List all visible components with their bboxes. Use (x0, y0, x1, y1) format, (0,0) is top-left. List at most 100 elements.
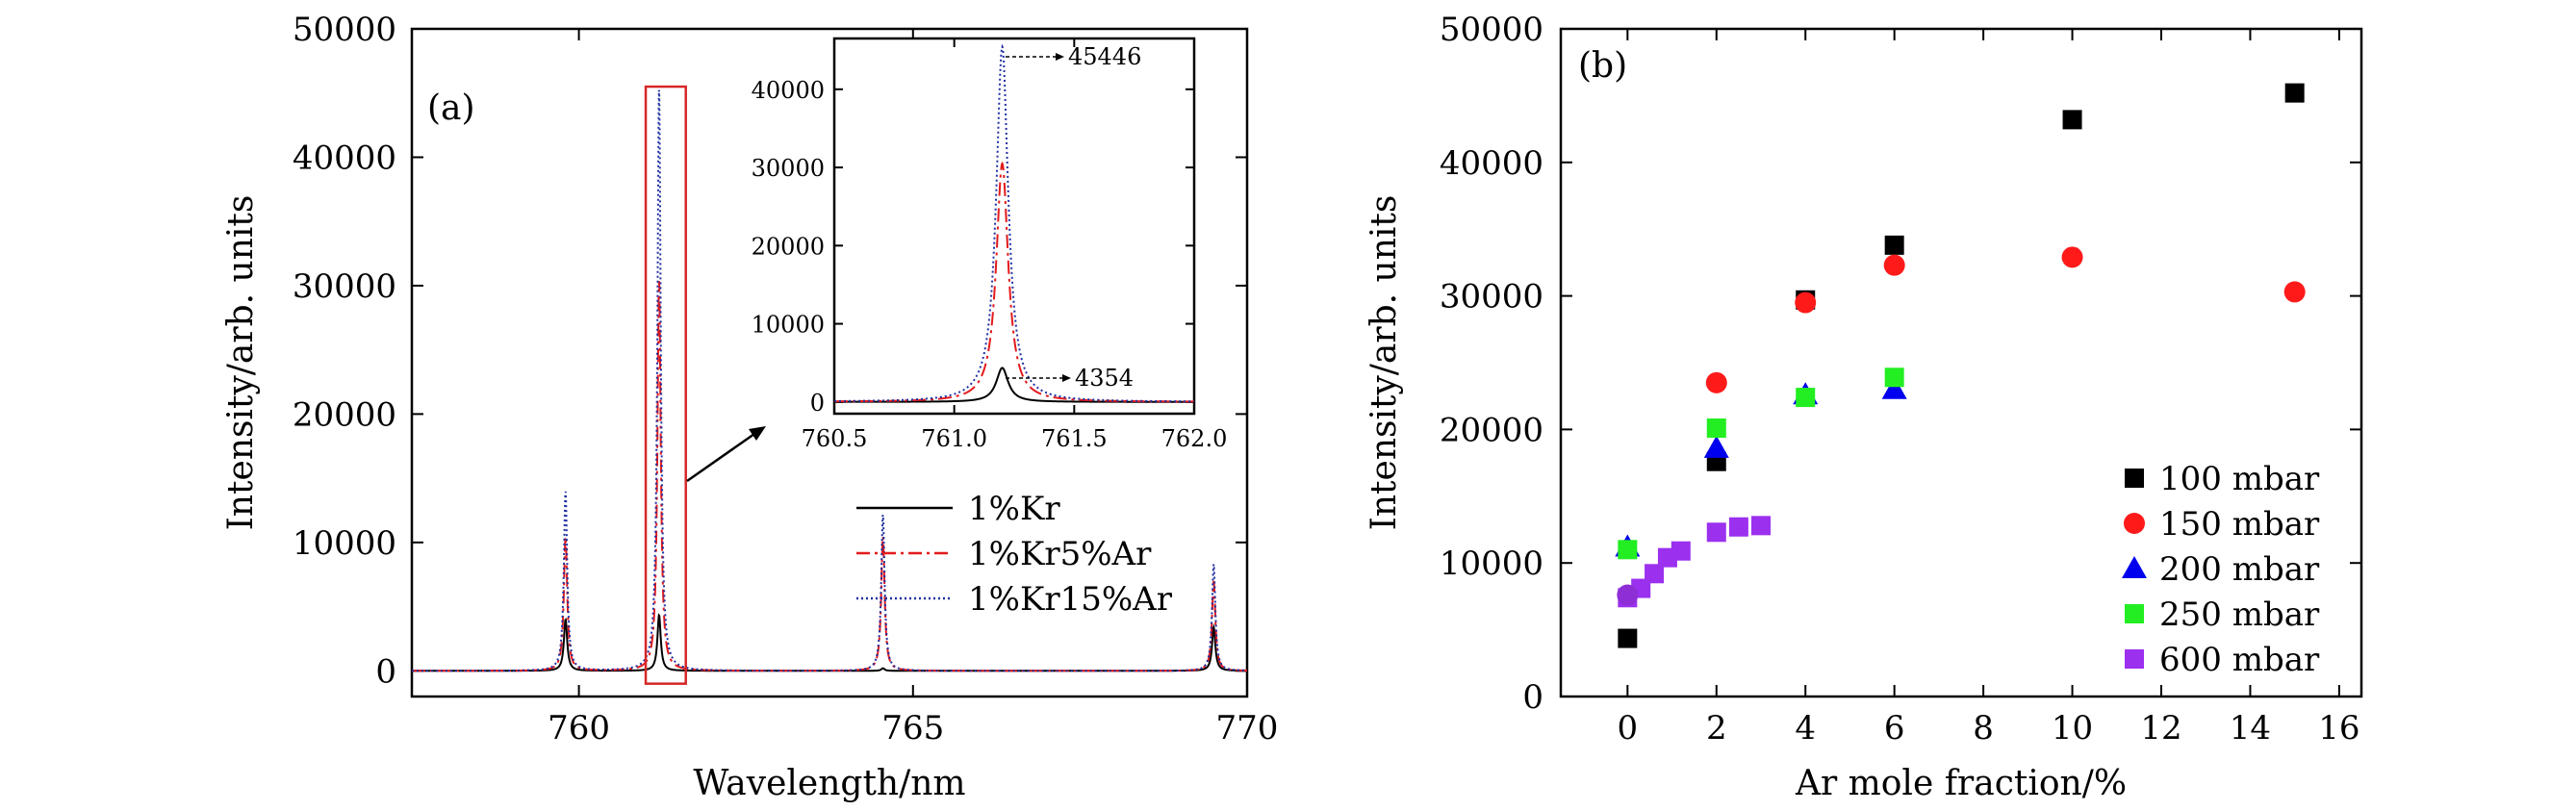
spectrum-line (834, 161, 1195, 403)
panel-b-x-axis-title: Ar mole fraction/% (1795, 764, 2127, 803)
data-point (1618, 628, 1638, 648)
x-tick-label: 8 (1973, 709, 1994, 748)
spectrum-line (412, 89, 1248, 672)
legend-label: 1%Kr5%Ar (968, 535, 1152, 573)
legend-marker (2125, 469, 2144, 488)
x-tick-label: 761.0 (921, 425, 987, 452)
x-tick-label: 2 (1706, 709, 1727, 748)
y-tick-label: 30000 (1440, 278, 1543, 317)
x-tick-label: 761.5 (1041, 425, 1108, 452)
y-tick-label: 40000 (752, 77, 825, 104)
data-point (1883, 254, 1905, 276)
legend-label: 150 mbar (2159, 505, 2320, 544)
annotation-arrow-head (1056, 53, 1064, 61)
panel-a-inset: 760.5 761.0 761.5 762.0 0 10000 20000 30000 400… (752, 37, 1228, 452)
panel-a-x-axis-title: Wavelength/nm (693, 764, 965, 803)
panel-b-points (1615, 83, 2306, 648)
annotation-peak-min: 4354 (1075, 365, 1134, 392)
legend-item: 600 mbar (2125, 641, 2320, 679)
legend-marker (2122, 556, 2147, 578)
x-tick-label: 16 (2318, 709, 2359, 748)
legend-marker (2124, 513, 2145, 534)
inset-x-ticks: 760.5 761.0 761.5 762.0 (802, 38, 1228, 452)
data-point (1728, 517, 1748, 537)
data-point (1671, 541, 1691, 561)
data-point (2062, 110, 2082, 130)
inset-plot-frame (832, 37, 1196, 416)
legend-label: 100 mbar (2159, 460, 2320, 498)
y-tick-label: 20000 (1440, 411, 1543, 449)
data-point (1703, 435, 1729, 458)
inset-annotation: 4354 (1006, 365, 1134, 392)
panel-b-y-ticks: 0 10000 20000 30000 40000 50000 (1440, 11, 2361, 717)
y-tick-label: 50000 (1440, 11, 1543, 49)
legend-label: 600 mbar (2159, 641, 2320, 679)
y-tick-label: 20000 (293, 395, 396, 434)
y-tick-label: 0 (810, 390, 825, 417)
inset-background (833, 38, 1195, 414)
x-tick-label: 12 (2140, 709, 2181, 748)
data-point (1618, 540, 1638, 560)
data-point (1617, 584, 1639, 606)
annotation-peak-max: 45446 (1068, 43, 1141, 70)
x-tick-label: 10 (2052, 709, 2093, 748)
x-tick-label: 770 (1216, 709, 1279, 748)
panel-a-y-ticks: 0 10000 20000 30000 40000 50000 (293, 11, 1247, 691)
y-tick-label: 30000 (752, 155, 825, 182)
legend-item: 1%Kr5%Ar (856, 535, 1152, 573)
spectrum-line (412, 280, 1247, 672)
data-point (2061, 246, 2083, 268)
y-tick-label: 10000 (1440, 545, 1543, 583)
panel-b-plot-frame (1559, 27, 2363, 698)
y-tick-label: 0 (1522, 678, 1543, 717)
spectrum-line (412, 613, 1247, 672)
data-point (1751, 516, 1771, 536)
panel-b: 0 2 4 6 8 10 12 14 16 0 10000 20000 30000 40000 50000… (1365, 11, 2363, 803)
data-point (1884, 367, 1904, 388)
panel-a-label: (a) (427, 89, 475, 128)
y-tick-label: 10000 (752, 312, 825, 339)
zoom-arrow (686, 432, 755, 483)
data-point (1706, 418, 1726, 439)
panel-a: 760 765 770 0 10000 20000 30000 40000 50000 (a)… (221, 11, 1278, 803)
x-tick-label: 760 (548, 709, 610, 748)
legend-item: 150 mbar (2124, 505, 2320, 544)
data-point (2284, 83, 2305, 103)
legend-item: 250 mbar (2125, 596, 2320, 634)
x-tick-label: 14 (2230, 709, 2271, 748)
legend-label: 250 mbar (2159, 596, 2320, 634)
highlight-box (644, 85, 687, 685)
data-point (1881, 376, 1907, 399)
panel-a-curves (412, 89, 1248, 672)
zoom-arrow-head (749, 426, 766, 441)
legend-item: 100 mbar (2125, 460, 2320, 498)
panel-a-y-axis-title: Intensity/arb. units (221, 195, 261, 531)
legend-label: 200 mbar (2159, 550, 2320, 589)
data-point (1795, 291, 1817, 314)
panel-a-legend: 1%Kr 1%Kr5%Ar 1%Kr15%Ar (856, 490, 1173, 619)
panel-b-x-ticks: 0 2 4 6 8 10 12 14 16 (1618, 29, 2360, 748)
x-tick-label: 762.0 (1161, 425, 1228, 452)
y-tick-label: 40000 (1440, 144, 1543, 183)
x-tick-label: 0 (1618, 709, 1639, 748)
y-tick-label: 30000 (293, 267, 396, 306)
legend-marker (2125, 649, 2144, 669)
inset-curves (834, 43, 1195, 403)
panel-a-x-ticks: 760 765 770 (548, 29, 1278, 748)
x-tick-label: 6 (1884, 709, 1905, 748)
data-point (1645, 564, 1665, 584)
legend-item: 1%Kr15%Ar (856, 580, 1173, 619)
panel-b-label: (b) (1578, 46, 1627, 86)
data-point (1884, 235, 1904, 255)
y-tick-label: 10000 (293, 524, 396, 563)
inset-y-ticks: 0 10000 20000 30000 40000 (752, 77, 1194, 417)
y-tick-label: 50000 (293, 11, 396, 49)
annotation-arrow-head (1062, 374, 1071, 382)
panel-b-legend: 100 mbar 150 mbar 200 mbar 250 mbar 600 mbar (2122, 460, 2320, 679)
y-tick-label: 0 (375, 652, 396, 691)
data-point (1705, 371, 1727, 393)
data-point (1796, 388, 1816, 408)
data-point (1706, 522, 1726, 543)
panel-a-plot-frame (410, 27, 1249, 698)
